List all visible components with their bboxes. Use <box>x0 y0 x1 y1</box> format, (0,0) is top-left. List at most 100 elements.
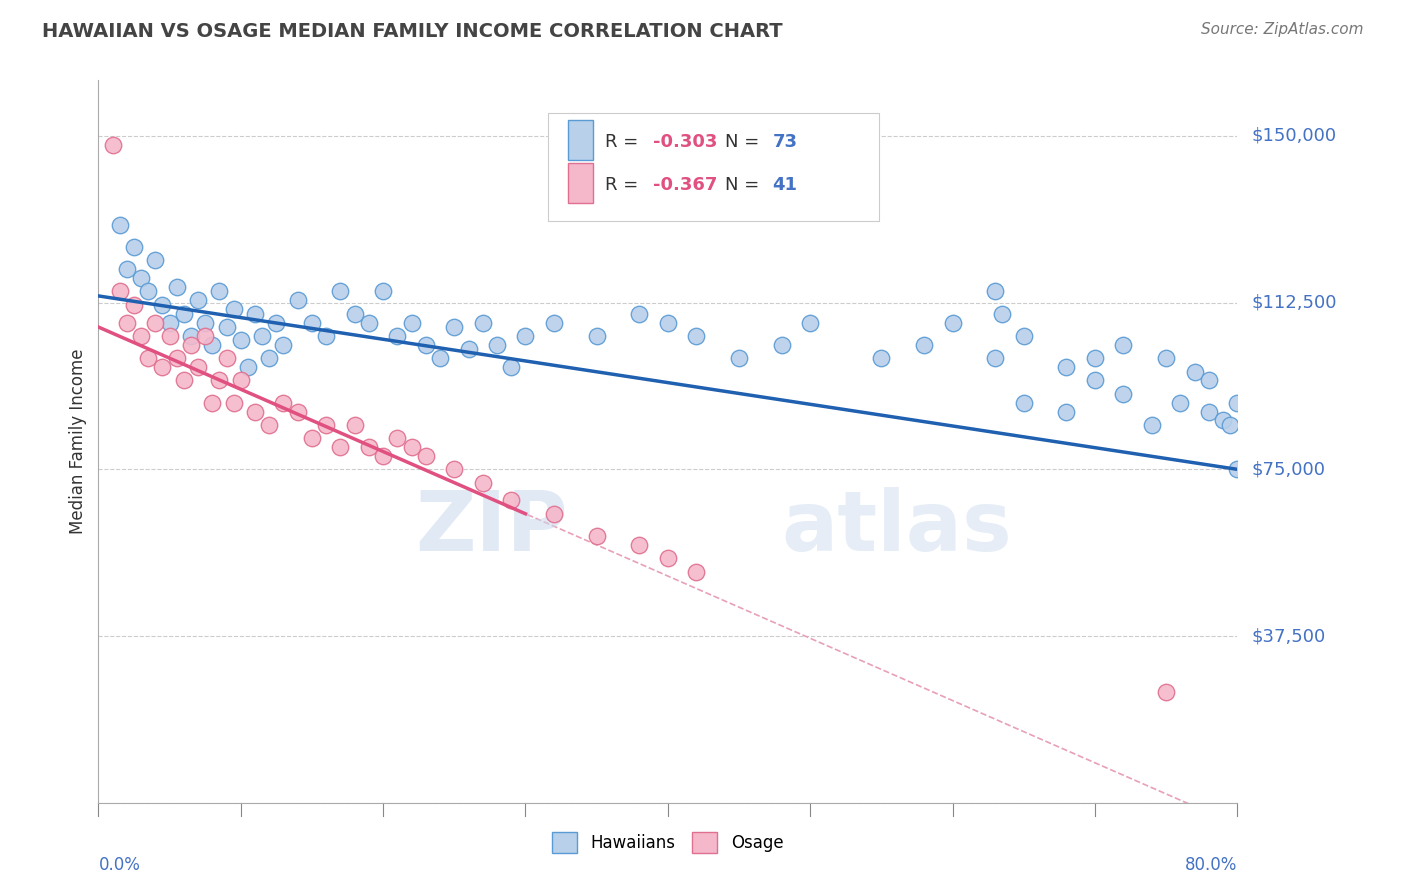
Point <box>1084 351 1107 366</box>
Point <box>387 431 409 445</box>
Point <box>187 293 209 308</box>
Point <box>1012 395 1035 409</box>
Point <box>685 329 707 343</box>
Point <box>122 240 145 254</box>
Text: 41: 41 <box>773 176 797 194</box>
Text: -0.303: -0.303 <box>652 133 717 151</box>
Point <box>201 395 224 409</box>
Y-axis label: Median Family Income: Median Family Income <box>69 349 87 534</box>
Text: 80.0%: 80.0% <box>1185 856 1237 874</box>
Point <box>585 329 607 343</box>
Point <box>401 316 423 330</box>
Point <box>486 338 509 352</box>
Point <box>1112 338 1135 352</box>
Point <box>443 320 465 334</box>
Point <box>371 285 394 299</box>
Point <box>215 351 238 366</box>
Point <box>471 316 494 330</box>
Point <box>273 338 295 352</box>
Point <box>159 316 181 330</box>
Point <box>194 329 217 343</box>
Point <box>991 307 1014 321</box>
Point <box>194 316 217 330</box>
Point <box>229 373 252 387</box>
Point <box>515 329 537 343</box>
Point <box>401 440 423 454</box>
Point <box>415 338 437 352</box>
Point <box>728 351 751 366</box>
Point <box>1084 373 1107 387</box>
Point <box>371 449 394 463</box>
Point <box>115 262 138 277</box>
Text: Source: ZipAtlas.com: Source: ZipAtlas.com <box>1201 22 1364 37</box>
Point <box>984 351 1007 366</box>
Point <box>1140 417 1163 432</box>
Text: 0.0%: 0.0% <box>98 856 141 874</box>
Point <box>984 285 1007 299</box>
Text: $150,000: $150,000 <box>1251 127 1337 145</box>
Point <box>115 316 138 330</box>
Text: -0.367: -0.367 <box>652 176 717 194</box>
Point <box>136 351 159 366</box>
Point <box>770 338 793 352</box>
Point <box>259 351 281 366</box>
Text: atlas: atlas <box>782 487 1012 567</box>
Point <box>136 285 159 299</box>
Point <box>166 280 188 294</box>
Text: R =: R = <box>605 133 644 151</box>
Point <box>1226 462 1249 476</box>
FancyBboxPatch shape <box>568 120 593 160</box>
Point <box>457 343 479 357</box>
Legend: Hawaiians, Osage: Hawaiians, Osage <box>546 826 790 860</box>
Point <box>201 338 224 352</box>
Point <box>585 529 607 543</box>
Text: HAWAIIAN VS OSAGE MEDIAN FAMILY INCOME CORRELATION CHART: HAWAIIAN VS OSAGE MEDIAN FAMILY INCOME C… <box>42 22 783 41</box>
Text: $37,500: $37,500 <box>1251 627 1326 645</box>
Point <box>122 298 145 312</box>
Text: N =: N = <box>725 176 765 194</box>
Point <box>101 137 124 152</box>
Point <box>628 538 651 552</box>
Point <box>1226 395 1249 409</box>
Point <box>173 307 195 321</box>
Point <box>443 462 465 476</box>
Point <box>799 316 821 330</box>
Point <box>1056 360 1078 375</box>
Point <box>415 449 437 463</box>
Point <box>1219 417 1241 432</box>
Point <box>1198 404 1220 418</box>
Point <box>501 493 523 508</box>
Point <box>471 475 494 490</box>
Point <box>329 285 352 299</box>
Point <box>387 329 409 343</box>
Point <box>180 329 202 343</box>
Point <box>108 285 131 299</box>
Point <box>1184 364 1206 378</box>
Point <box>1056 404 1078 418</box>
Point <box>287 404 309 418</box>
Point <box>912 338 935 352</box>
Point <box>628 307 651 321</box>
Point <box>259 417 281 432</box>
Point <box>215 320 238 334</box>
Point <box>357 316 380 330</box>
Point <box>329 440 352 454</box>
Point <box>501 360 523 375</box>
Point <box>159 329 181 343</box>
Point <box>870 351 893 366</box>
Point <box>129 329 152 343</box>
Point <box>208 373 231 387</box>
Point <box>108 218 131 232</box>
Point <box>357 440 380 454</box>
Point <box>236 360 259 375</box>
Point <box>942 316 965 330</box>
Point <box>1212 413 1234 427</box>
Point <box>543 507 565 521</box>
FancyBboxPatch shape <box>568 163 593 203</box>
Point <box>1170 395 1192 409</box>
Point <box>243 404 266 418</box>
Point <box>1012 329 1035 343</box>
Point <box>152 360 174 375</box>
Point <box>222 302 245 317</box>
Point <box>1154 684 1177 698</box>
